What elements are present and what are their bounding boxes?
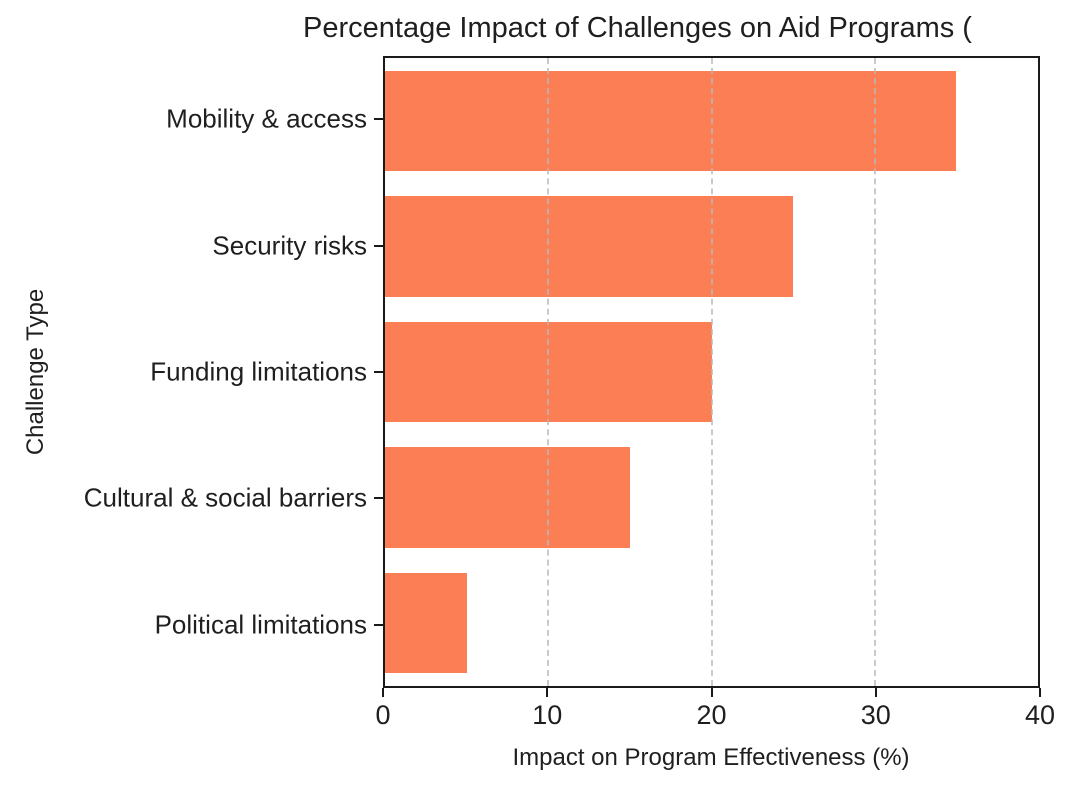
x-tick-mark — [1039, 688, 1041, 697]
x-tick-label: 20 — [696, 700, 727, 730]
bar — [385, 70, 957, 172]
bar — [385, 447, 630, 548]
x-tick-mark — [382, 688, 384, 697]
y-tick-label: Funding limitations — [150, 356, 367, 387]
plot-area — [383, 56, 1040, 688]
x-tick-label: 30 — [860, 700, 891, 730]
y-axis-label: Challenge Type — [22, 288, 49, 456]
x-tick-label: 40 — [1024, 700, 1056, 730]
y-tick-mark — [374, 244, 383, 247]
x-tick-label: 0 — [375, 700, 391, 730]
bar-band — [385, 58, 1038, 184]
gridline — [547, 58, 550, 686]
gridline — [710, 58, 713, 686]
y-tick-mark — [374, 497, 383, 500]
y-tick-label: Cultural & social barriers — [83, 482, 367, 513]
y-tick-label: Mobility & access — [166, 103, 367, 134]
x-tick-mark — [874, 688, 877, 697]
gridline — [873, 58, 876, 686]
bar — [385, 572, 467, 674]
y-tick-label: Security risks — [212, 230, 367, 261]
chart-title: Percentage Impact of Challenges on Aid P… — [303, 12, 972, 44]
x-tick-mark — [546, 688, 549, 697]
bar-band — [385, 560, 1038, 686]
bar-band — [385, 184, 1038, 310]
y-tick-mark — [374, 623, 383, 626]
y-tick-label: Political limitations — [154, 609, 367, 640]
bar-band — [385, 435, 1038, 561]
y-tick-mark — [374, 118, 383, 121]
x-tick-label: 10 — [532, 700, 563, 730]
x-tick-mark — [710, 688, 713, 697]
bar — [385, 196, 794, 297]
x-axis-label: Impact on Program Effectiveness (%) — [512, 744, 910, 771]
y-tick-mark — [374, 371, 383, 373]
